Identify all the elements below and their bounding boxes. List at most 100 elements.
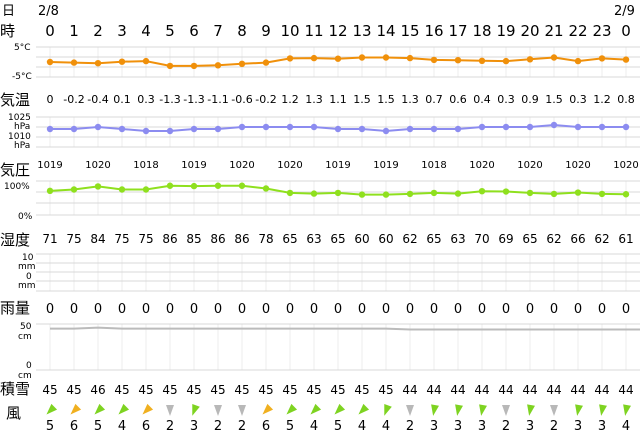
rain-axis-mid-unit: mm	[18, 281, 36, 291]
hour-tick-label: 1	[69, 22, 79, 40]
hour-label: 時	[0, 22, 15, 40]
hour-tick-label: 17	[448, 22, 467, 40]
rain-value-label: 0	[310, 302, 318, 317]
rain-value-label: 0	[286, 302, 294, 317]
rain-axis-top-unit: mm	[18, 262, 36, 272]
humidity-value-label: 75	[114, 232, 129, 246]
wind-speed-label: 3	[574, 419, 582, 434]
humidity-value-label: 65	[330, 232, 345, 246]
humidity-point	[142, 186, 150, 193]
temp-value-label: -1.1	[207, 93, 228, 106]
temp-axis-top: 5°C	[14, 43, 31, 53]
pressure-axis-bottom-unit: hPa	[14, 141, 30, 151]
rain-value-label: 0	[46, 302, 54, 317]
snow-value-label: 44	[498, 383, 513, 397]
hour-tick-label: 14	[376, 22, 395, 40]
hour-tick-label: 8	[237, 22, 247, 40]
temp-point	[454, 57, 462, 64]
rain-value-label: 0	[526, 302, 534, 317]
pressure-value-label: 1019	[373, 160, 398, 171]
pressure-point	[142, 127, 150, 135]
humidity-point	[382, 191, 390, 198]
temp-label: 気温	[0, 91, 30, 109]
hour-tick-label: 7	[213, 22, 223, 40]
wind-speed-label: 3	[478, 419, 486, 434]
humidity-value-label: 69	[498, 232, 513, 246]
date-label: 日	[2, 4, 15, 19]
rain-value-label: 0	[166, 302, 174, 317]
temp-value-label: 0	[47, 93, 54, 106]
wind-arrow-icon	[310, 403, 322, 415]
snow-value-label: 44	[402, 383, 417, 397]
pressure-point	[574, 123, 582, 131]
humidity-value-label: 75	[66, 232, 81, 246]
rain-value-label: 0	[406, 302, 414, 317]
wind-arrow-icon	[406, 405, 414, 416]
humidity-value-label: 65	[522, 232, 537, 246]
rain-value-label: 0	[478, 302, 486, 317]
snow-value-label: 44	[474, 383, 489, 397]
temp-value-label: 1.5	[353, 93, 371, 106]
humidity-point	[478, 188, 486, 195]
snow-axis-top-unit: cm	[18, 332, 32, 342]
temp-point	[358, 54, 366, 61]
pressure-axis-top: 1025	[8, 113, 31, 123]
hour-tick-label: 21	[544, 22, 563, 40]
wind-arrow-icon	[286, 403, 298, 415]
wind-speed-label: 3	[526, 419, 534, 434]
temp-value-label: 0.3	[569, 93, 587, 106]
temp-value-label: 0.6	[449, 93, 467, 106]
temp-value-label: 0.3	[137, 93, 155, 106]
pressure-point	[622, 123, 630, 131]
wind-arrow-icon	[575, 404, 583, 416]
humidity-point	[214, 182, 222, 189]
humidity-axis-bottom: 0%	[18, 212, 33, 222]
hour-tick-label: 6	[189, 22, 199, 40]
temp-point	[574, 57, 582, 65]
humidity-value-label: 71	[42, 232, 57, 246]
humidity-point	[622, 191, 630, 198]
wind-arrow-icon	[238, 405, 246, 416]
temp-value-label: 1.1	[329, 93, 347, 106]
rain-value-label: 0	[598, 302, 606, 317]
hour-tick-label: 16	[424, 22, 443, 40]
rain-value-label: 0	[190, 302, 198, 317]
hour-tick-label: 9	[261, 22, 271, 40]
humidity-point	[118, 186, 126, 193]
temp-point	[406, 54, 414, 62]
hour-tick-label: 18	[472, 22, 491, 40]
humidity-point	[358, 191, 366, 198]
humidity-point	[574, 189, 582, 196]
wind-arrow-icon	[262, 403, 274, 415]
rain-value-label: 0	[214, 302, 222, 317]
wind-speed-label: 4	[310, 419, 318, 434]
pressure-point	[358, 125, 366, 133]
snow-value-label: 44	[450, 383, 465, 397]
snow-value-label: 44	[594, 383, 609, 397]
snow-value-label: 45	[186, 383, 201, 397]
rain-value-label: 0	[70, 302, 78, 317]
rain-value-label: 0	[142, 302, 150, 317]
pressure-value-label: 1020	[517, 160, 542, 171]
pressure-value-label: 1019	[37, 160, 62, 171]
rain-axis-top: 10	[22, 253, 34, 263]
pressure-point	[598, 123, 606, 131]
pressure-axis-top-unit: hPa	[14, 122, 30, 132]
wind-arrow-icon	[118, 403, 130, 415]
pressure-value-label: 1019	[325, 160, 350, 171]
temp-point	[70, 59, 78, 66]
hour-tick-label: 11	[304, 22, 323, 40]
snow-value-label: 45	[258, 383, 273, 397]
pressure-point	[406, 125, 414, 133]
temp-point	[526, 56, 534, 63]
temp-point	[46, 58, 54, 66]
snow-axis-bottom: 0	[26, 361, 32, 371]
rain-value-label: 0	[94, 302, 102, 317]
pressure-value-label: 1020	[613, 160, 638, 171]
wind-arrow-icon	[46, 403, 58, 415]
temp-point	[598, 55, 606, 62]
humidity-point	[190, 182, 198, 190]
wind-speed-label: 4	[358, 419, 366, 434]
humidity-point	[406, 190, 414, 198]
pressure-value-label: 1020	[565, 160, 590, 171]
